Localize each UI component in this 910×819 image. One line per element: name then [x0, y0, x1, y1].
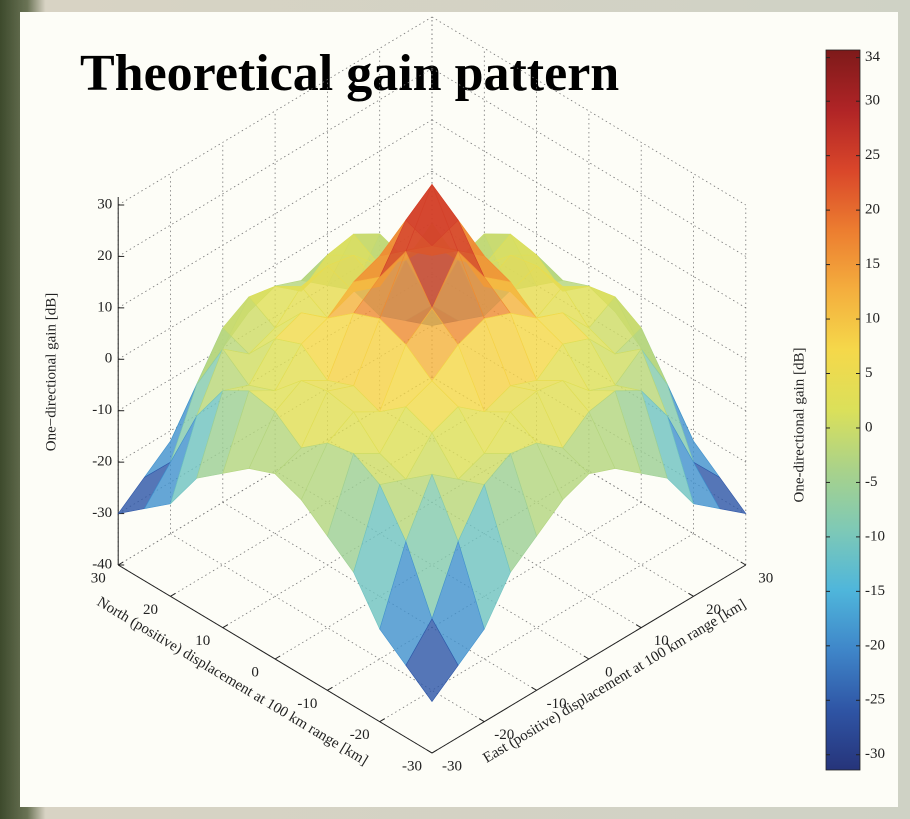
colorbar-tick-label: 34 — [865, 49, 881, 65]
colorbar-tick-label: 20 — [865, 202, 880, 218]
colorbar-tick-label: -25 — [865, 692, 885, 708]
colorbar-tick-label: -30 — [865, 746, 885, 762]
z-tick-label: -30 — [92, 505, 112, 521]
y-tick-label: 10 — [195, 633, 210, 649]
x-tick — [583, 655, 590, 660]
colorbar-label: One-directional gain [dB] — [791, 348, 807, 503]
x-tick — [635, 624, 642, 629]
z-tick-label: 20 — [97, 248, 112, 264]
y-tick — [222, 624, 229, 629]
z-tick-label: -20 — [92, 454, 112, 470]
y-tick — [431, 749, 438, 754]
y-tick — [117, 561, 124, 566]
z-axis-label: One−directional gain [dB] — [43, 293, 59, 451]
colorbar-tick-label: -5 — [865, 474, 878, 490]
colorbar-tick-label: 5 — [865, 365, 873, 381]
y-tick-label: -20 — [350, 727, 370, 743]
z-tick-label: 30 — [97, 196, 112, 212]
colorbar-tick-label: 0 — [865, 419, 873, 435]
colorbar — [825, 49, 861, 771]
y-axis-label: North (positive) displacement at 100 km … — [94, 594, 370, 769]
y-tick-label: -30 — [402, 758, 422, 774]
x-tick-label: 30 — [758, 570, 773, 586]
x-tick-label: 10 — [654, 633, 669, 649]
x-tick-label: 20 — [706, 602, 721, 618]
z-tick-label: 10 — [97, 299, 112, 315]
y-tick-label: 30 — [91, 570, 106, 586]
z-tick-label: -10 — [92, 402, 112, 418]
colorbar-tick-label: -20 — [865, 637, 885, 653]
surface-patch — [405, 618, 459, 703]
x-tick — [531, 686, 537, 691]
colorbar-tick-label: -15 — [865, 583, 885, 599]
x-tick-label: 0 — [605, 664, 613, 680]
colorbar-tick-label: 10 — [865, 310, 880, 326]
x-tick — [688, 592, 694, 597]
z-tick-label: 0 — [105, 351, 113, 367]
x-axis-label: East (positive) displacement at 100 km r… — [480, 596, 749, 766]
y-tick — [327, 686, 333, 691]
x-tick-label: -10 — [547, 696, 567, 712]
x-tick-label: -30 — [442, 758, 462, 774]
colorbar-tick-label: 25 — [865, 147, 880, 163]
x-tick — [479, 718, 485, 723]
y-tick — [379, 718, 385, 723]
x-tick — [740, 561, 747, 566]
y-tick-label: 20 — [143, 602, 158, 618]
z-tick-label: -40 — [92, 556, 112, 572]
colorbar-tick-label: 15 — [865, 256, 880, 272]
y-tick-label: 0 — [251, 664, 259, 680]
y-tick — [170, 592, 176, 597]
x-tick-label: -20 — [494, 727, 514, 743]
colorbar-tick-label: 30 — [865, 93, 880, 109]
chart-title: Theoretical gain pattern — [80, 45, 619, 102]
x-tick — [426, 749, 433, 754]
colorbar-tick-label: -10 — [865, 528, 885, 544]
y-tick-label: -10 — [297, 696, 317, 712]
y-tick — [274, 655, 281, 660]
